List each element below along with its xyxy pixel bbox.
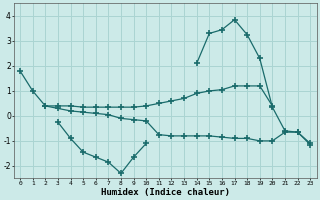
X-axis label: Humidex (Indice chaleur): Humidex (Indice chaleur) xyxy=(100,188,230,197)
